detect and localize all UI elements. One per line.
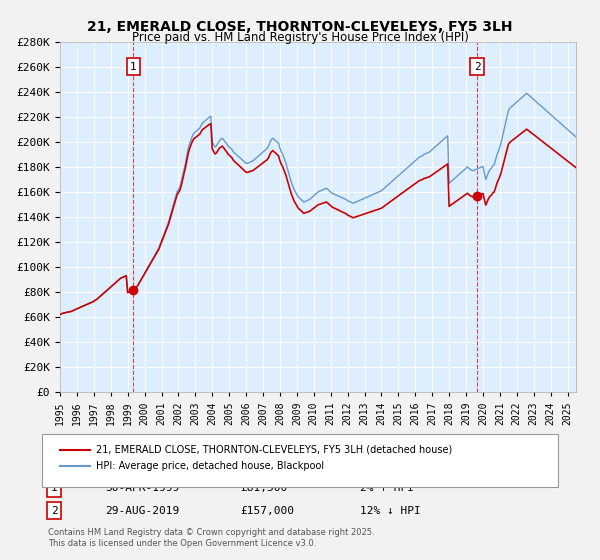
Text: 21, EMERALD CLOSE, THORNTON-CLEVELEYS, FY5 3LH: 21, EMERALD CLOSE, THORNTON-CLEVELEYS, F… (87, 20, 513, 34)
Text: 12% ↓ HPI: 12% ↓ HPI (360, 506, 421, 516)
Text: 30-APR-1999: 30-APR-1999 (105, 483, 179, 493)
Text: HPI: Average price, detached house, Blackpool: HPI: Average price, detached house, Blac… (96, 461, 324, 472)
Text: 2: 2 (50, 506, 58, 516)
Text: 21, EMERALD CLOSE, THORNTON-CLEVELEYS, FY5 3LH (detached house): 21, EMERALD CLOSE, THORNTON-CLEVELEYS, F… (96, 445, 452, 455)
Text: Price paid vs. HM Land Registry's House Price Index (HPI): Price paid vs. HM Land Registry's House … (131, 31, 469, 44)
Text: £81,500: £81,500 (240, 483, 287, 493)
Text: 1: 1 (130, 62, 137, 72)
Text: 2% ↑ HPI: 2% ↑ HPI (360, 483, 414, 493)
Text: 2: 2 (474, 62, 481, 72)
Text: Contains HM Land Registry data © Crown copyright and database right 2025.
This d: Contains HM Land Registry data © Crown c… (48, 528, 374, 548)
Text: 1: 1 (50, 483, 58, 493)
Text: £157,000: £157,000 (240, 506, 294, 516)
Text: 29-AUG-2019: 29-AUG-2019 (105, 506, 179, 516)
